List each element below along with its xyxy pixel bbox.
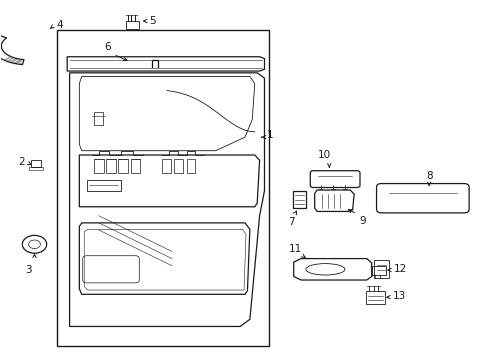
Text: 3: 3 [25,265,31,275]
Bar [372,266,386,275]
Bar [293,191,306,208]
Bar [29,167,43,170]
Bar [125,21,139,29]
Text: 8: 8 [426,171,433,181]
Text: 7: 7 [289,217,295,227]
Bar [94,158,104,173]
Bar [374,260,389,278]
Text: 12: 12 [394,264,407,274]
Bar [187,158,196,173]
Text: 6: 6 [104,42,111,53]
Text: 11: 11 [289,244,302,253]
Bar [118,158,128,173]
Bar [94,112,103,125]
Text: 4: 4 [56,19,63,30]
Text: 1: 1 [267,130,273,140]
Bar [366,291,385,304]
Text: 5: 5 [149,16,156,26]
Bar [162,158,171,173]
Bar [174,158,183,173]
Bar [87,180,121,191]
Bar [57,30,270,346]
Text: 10: 10 [318,150,331,160]
Text: 2: 2 [19,157,25,167]
Text: 9: 9 [360,216,366,226]
Bar [106,158,116,173]
Bar [30,160,41,167]
Text: 13: 13 [393,292,406,301]
Bar [130,158,140,173]
